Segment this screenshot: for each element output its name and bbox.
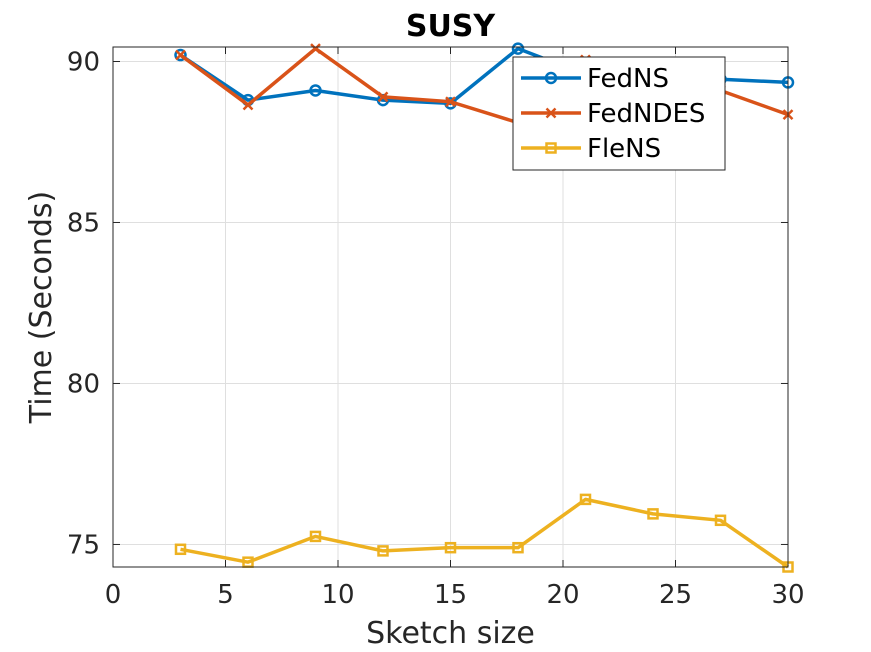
- legend-label: FleNS: [587, 134, 661, 164]
- legend-marker: [545, 107, 557, 119]
- x-axis-label: Sketch size: [366, 616, 535, 651]
- x-tick-label: 15: [434, 580, 467, 610]
- legend-label: FedNS: [587, 64, 669, 94]
- legend-label: FedNDES: [587, 99, 705, 129]
- data-point: [309, 530, 322, 543]
- data-point: [174, 48, 187, 62]
- x-tick-label: 5: [217, 580, 234, 610]
- y-axis-label: Time (Seconds): [24, 191, 59, 424]
- x-tick-label: 20: [546, 580, 579, 610]
- data-point: [512, 541, 524, 554]
- legend: FedNS FedNDES FleNS: [512, 56, 726, 171]
- data-point: [242, 99, 254, 111]
- legend-marker: [544, 71, 558, 85]
- data-point: [714, 514, 727, 527]
- data-point: [511, 42, 525, 55]
- x-tick-label: 10: [321, 580, 354, 610]
- data-point: [579, 493, 592, 506]
- data-point: [444, 541, 457, 554]
- data-point: [445, 96, 456, 108]
- y-tick-label: 80: [67, 369, 100, 399]
- data-point: [174, 543, 187, 556]
- y-tick-label: 90: [67, 47, 100, 77]
- data-point: [377, 91, 389, 103]
- axis-ticks: 0 5 10 15 20 25 30 75 80 85 90: [67, 47, 805, 610]
- legend-marker: [545, 142, 557, 154]
- y-tick-label: 75: [67, 530, 100, 560]
- data-point: [175, 49, 186, 61]
- marker-stroke: [545, 107, 557, 119]
- x-tick-label: 0: [105, 580, 122, 610]
- marker-stroke: [445, 96, 456, 108]
- data-point: [647, 508, 659, 520]
- data-point: [310, 43, 321, 54]
- chart-title: SUSY: [406, 9, 497, 44]
- x-tick-label: 25: [659, 580, 692, 610]
- data-point: [309, 84, 322, 97]
- marker-stroke: [377, 91, 389, 103]
- legend-item-flens: FleNS: [521, 134, 661, 164]
- legend-item-fedns: FedNS: [521, 64, 669, 94]
- x-tick-label: 30: [771, 580, 804, 610]
- legend-item-fedndes: FedNDES: [521, 99, 705, 129]
- series-line-flens: [180, 497, 789, 569]
- marker-stroke: [175, 49, 186, 61]
- data-point: [377, 545, 389, 557]
- marker-stroke: [310, 43, 321, 54]
- y-tick-label: 85: [67, 208, 100, 238]
- marker-stroke: [242, 99, 254, 111]
